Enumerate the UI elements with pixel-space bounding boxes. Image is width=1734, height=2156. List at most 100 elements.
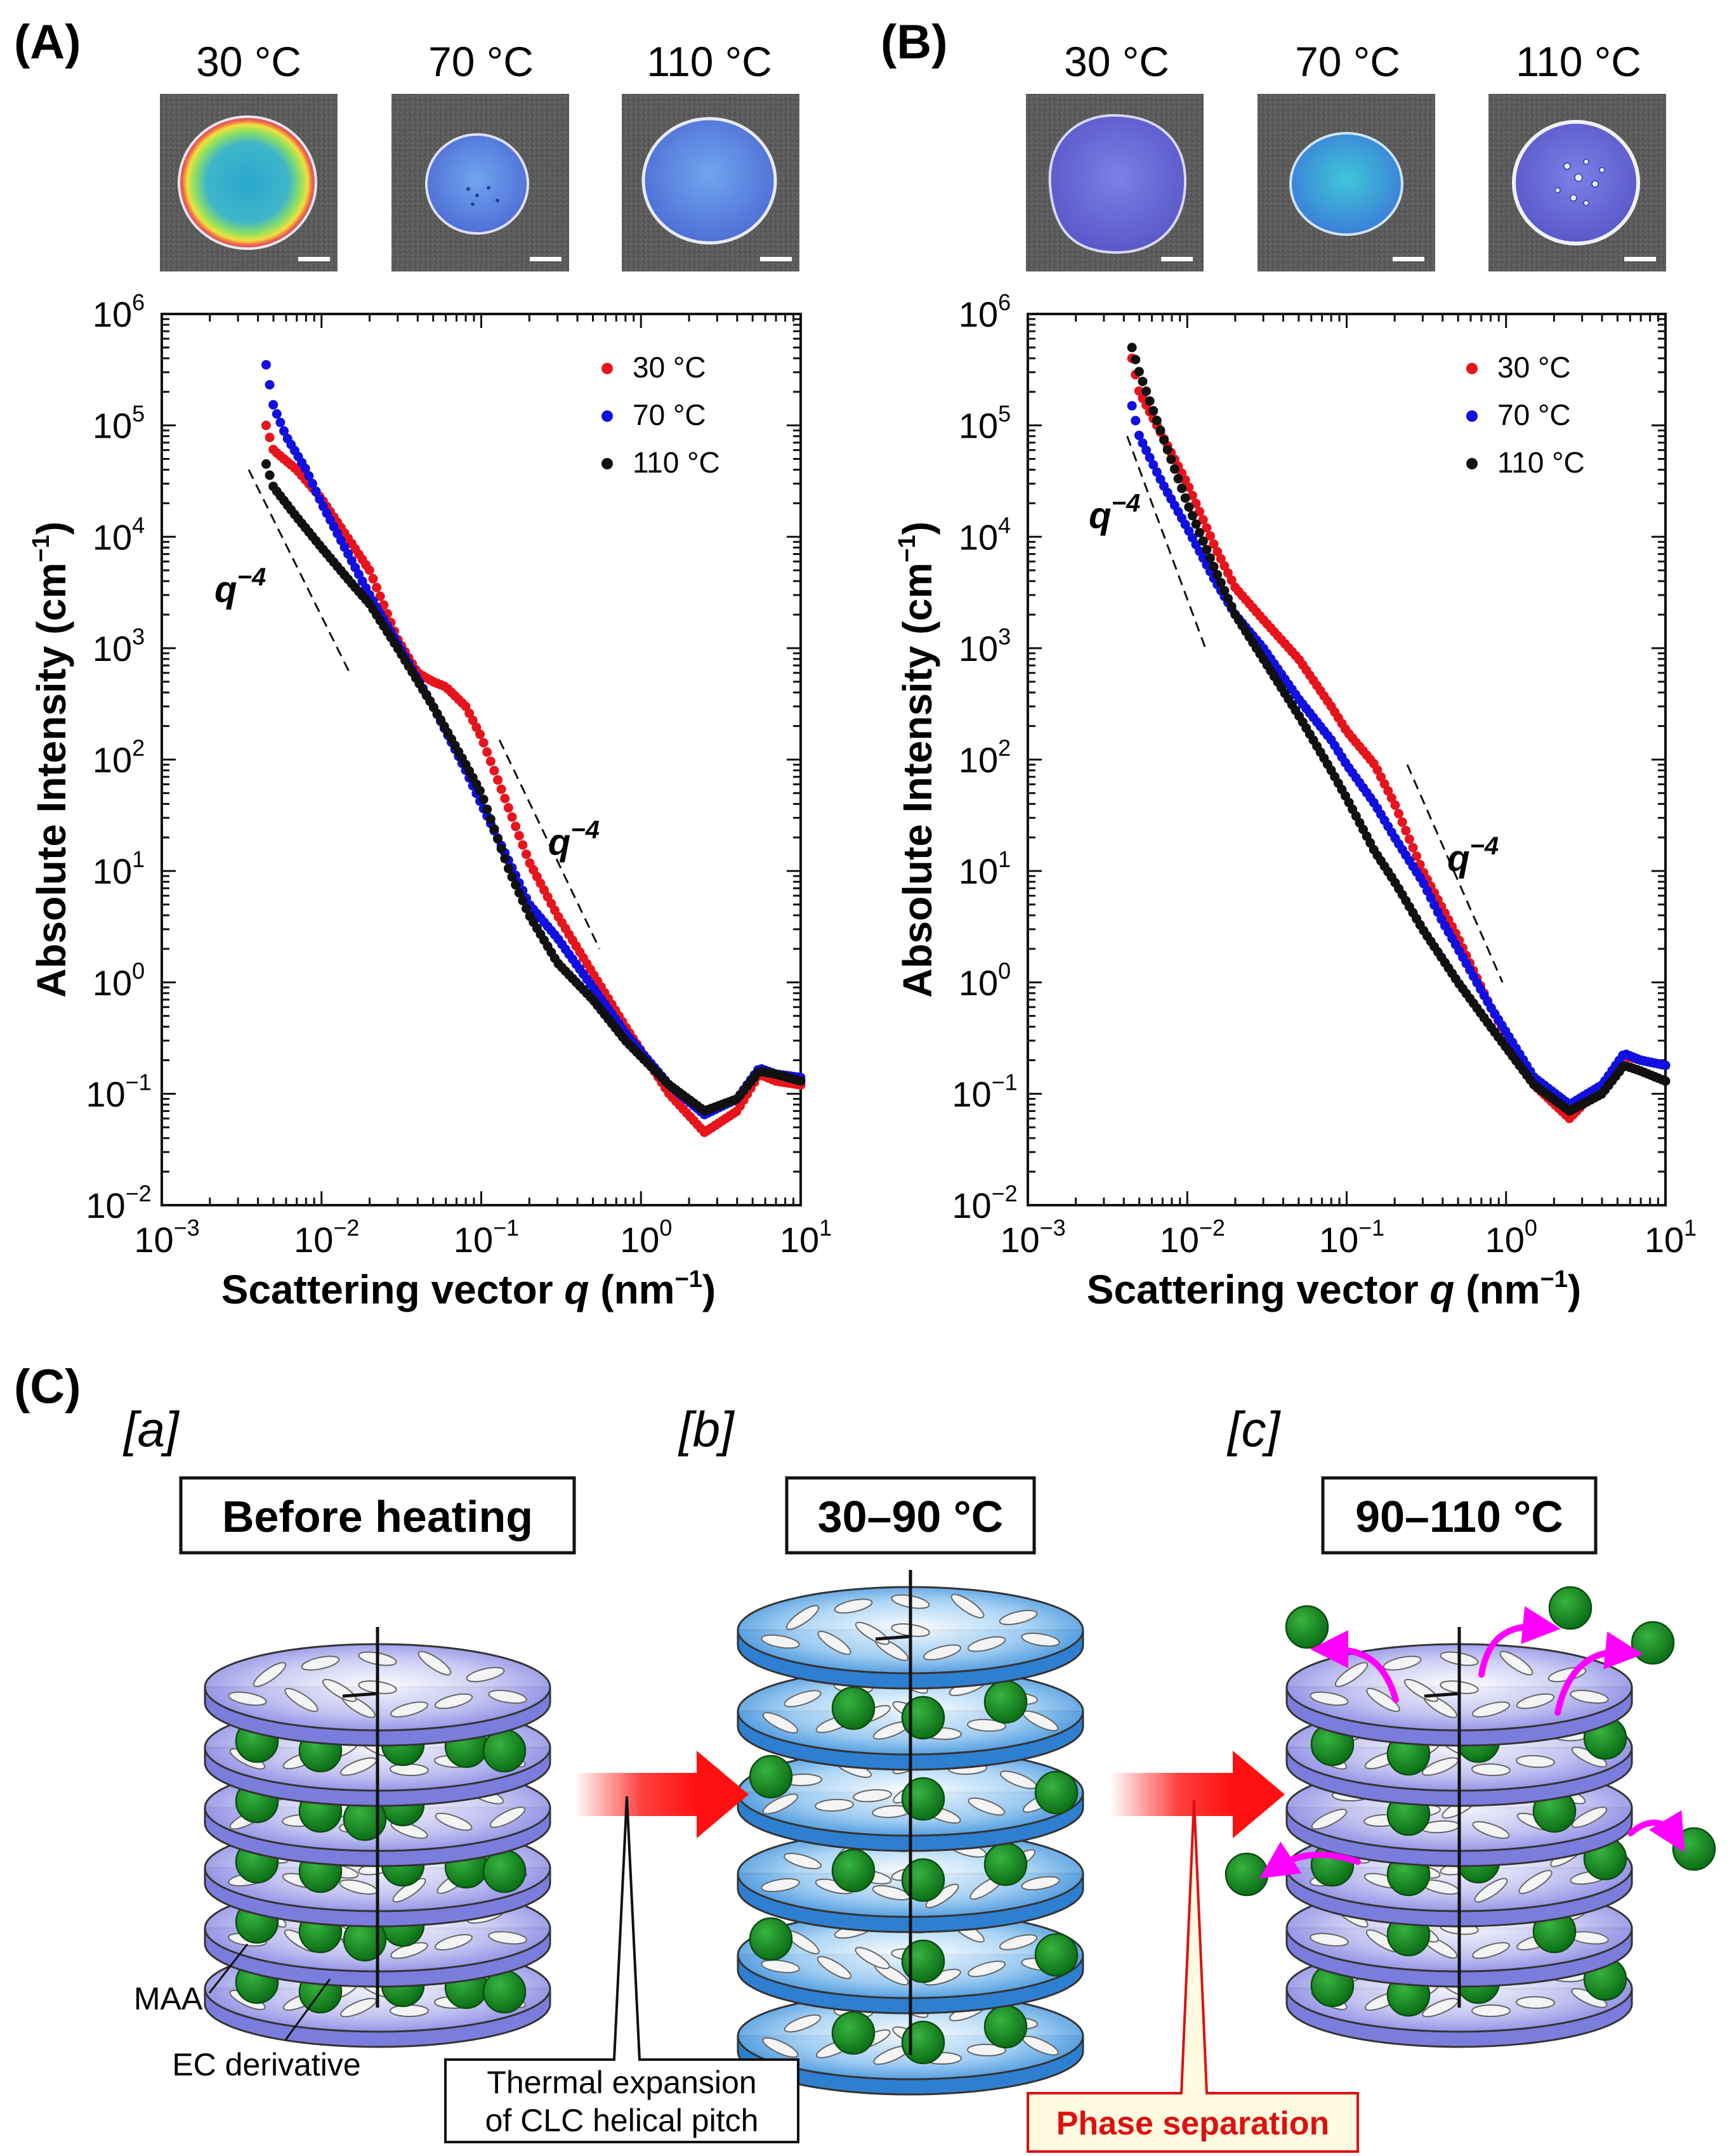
ec-derivative-rod xyxy=(301,1656,340,1671)
ec-derivative-rod xyxy=(999,1609,1038,1626)
data-point xyxy=(1148,460,1159,470)
y-tick-label: 10−2 xyxy=(86,1180,151,1225)
data-point xyxy=(521,849,531,859)
data-point xyxy=(482,804,492,814)
legend-label: 110 °C xyxy=(1497,446,1585,479)
ec-derivative-rod xyxy=(999,1934,1038,1950)
data-point xyxy=(485,756,496,766)
data-point xyxy=(1145,396,1155,406)
ec-derivative-rod xyxy=(1311,1808,1348,1830)
y-axis-title: Absolute Intensity (cm−1) xyxy=(28,521,74,998)
series-70C xyxy=(261,360,806,1120)
data-point xyxy=(518,896,528,906)
ec-derivative-rod xyxy=(1366,1688,1400,1712)
ec-derivative-rod xyxy=(834,1598,873,1614)
legend-marker xyxy=(1466,363,1478,374)
data-point xyxy=(464,709,475,719)
data-point xyxy=(1219,561,1230,571)
legend-marker xyxy=(601,410,613,422)
y-tick-label: 100 xyxy=(959,958,1011,1003)
maa-particle xyxy=(901,2020,945,2065)
legend-label: 70 °C xyxy=(1497,398,1571,431)
data-point xyxy=(1404,834,1414,844)
data-point xyxy=(1212,570,1223,580)
data-point xyxy=(507,872,517,882)
expelled-maa-particle xyxy=(1548,1586,1593,1630)
data-point xyxy=(1419,879,1429,889)
ec-derivative-label: EC derivative xyxy=(172,2047,360,2082)
data-point xyxy=(1223,568,1233,578)
photo-temp-a3: 110 °C xyxy=(647,38,772,85)
y-tick-label: 102 xyxy=(93,735,145,780)
photo-b-110 xyxy=(1488,94,1666,271)
process-arrow-1 xyxy=(574,1751,749,1838)
ec-derivative-rod xyxy=(466,1666,505,1683)
data-point xyxy=(1141,445,1152,455)
ec-derivative-rod xyxy=(1474,1878,1508,1903)
step-c-box-label: 90–110 °C xyxy=(1355,1492,1563,1541)
data-point xyxy=(1397,817,1407,827)
data-point xyxy=(1408,842,1418,853)
data-point xyxy=(279,426,289,436)
data-point xyxy=(1433,907,1443,917)
data-point xyxy=(1390,800,1400,810)
expulsion-arrow xyxy=(1259,1841,1361,1879)
ec-derivative-rod xyxy=(1471,1763,1511,1777)
y-tick-label: 10−1 xyxy=(86,1069,151,1114)
panel-a-photo-labels: 30 °C 70 °C 110 °C xyxy=(196,38,772,85)
expulsion-arrow xyxy=(1478,1606,1561,1678)
series-110C xyxy=(261,459,806,1116)
data-point xyxy=(503,803,513,813)
expulsion-arrow xyxy=(1310,1630,1399,1703)
data-point xyxy=(1394,809,1404,819)
data-point xyxy=(514,887,524,898)
photo-b-30 xyxy=(1026,94,1204,271)
y-tick-label: 105 xyxy=(93,401,145,446)
ec-derivative-rod xyxy=(967,1636,1006,1652)
panel-a-photos xyxy=(160,94,799,271)
maa-particle xyxy=(749,1917,793,1961)
ec-derivative-rod xyxy=(761,1959,800,1973)
photo-temp-b1: 30 °C xyxy=(1064,38,1169,85)
data-point xyxy=(1180,493,1190,503)
panel-c: (C) [a] [b] [c] Before heating 30–90 °C … xyxy=(14,1360,1716,2153)
data-point xyxy=(500,854,510,864)
y-tick-label: 105 xyxy=(959,401,1011,446)
data-point xyxy=(1209,539,1219,549)
data-point xyxy=(1169,464,1179,474)
series-70C xyxy=(1127,401,1671,1109)
y-axis-title: Absolute Intensity (cm−1) xyxy=(894,521,940,998)
molecule-labels: MAA EC derivative xyxy=(134,1944,361,2082)
y-tick-label: 103 xyxy=(93,624,145,669)
expelled-maa-particle xyxy=(1672,1827,1716,1871)
process-arrow-2 xyxy=(1110,1751,1285,1838)
data-point xyxy=(500,794,510,804)
data-point xyxy=(1180,475,1190,485)
helix-arrow xyxy=(875,1635,911,1641)
photo-temp-b3: 110 °C xyxy=(1516,38,1641,85)
maa-particle xyxy=(983,1680,1028,1724)
data-point xyxy=(475,729,485,740)
thermal-callout-line2: of CLC helical pitch xyxy=(485,2103,759,2138)
ec-derivative-rod xyxy=(762,1793,799,1815)
ec-derivative-rod xyxy=(1310,1933,1349,1947)
ec-derivative-rod xyxy=(968,1797,1006,1816)
ec-derivative-rod xyxy=(762,1712,799,1734)
data-point xyxy=(1134,430,1144,440)
slope-label: q−4 xyxy=(214,563,266,610)
photo-a-110 xyxy=(622,94,799,271)
maa-particle xyxy=(901,1695,945,1740)
data-point xyxy=(1198,514,1208,525)
x-axis-title: Scattering vector q (nm−1) xyxy=(1087,1266,1581,1312)
ec-derivative-rod xyxy=(1472,1821,1510,1839)
helix-arrow xyxy=(342,1692,378,1698)
maa-particle xyxy=(831,1686,876,1730)
data-point xyxy=(261,421,271,431)
expelled-maa-particle xyxy=(1225,1852,1269,1897)
data-point xyxy=(265,380,275,390)
data-point xyxy=(1131,355,1141,365)
chart-a: 10−3 10−2 10−1 100 10110−210−110010110210310… xyxy=(28,289,832,1312)
data-point xyxy=(1212,547,1223,557)
data-point xyxy=(521,903,531,913)
expelled-particles xyxy=(1225,1586,1716,1897)
